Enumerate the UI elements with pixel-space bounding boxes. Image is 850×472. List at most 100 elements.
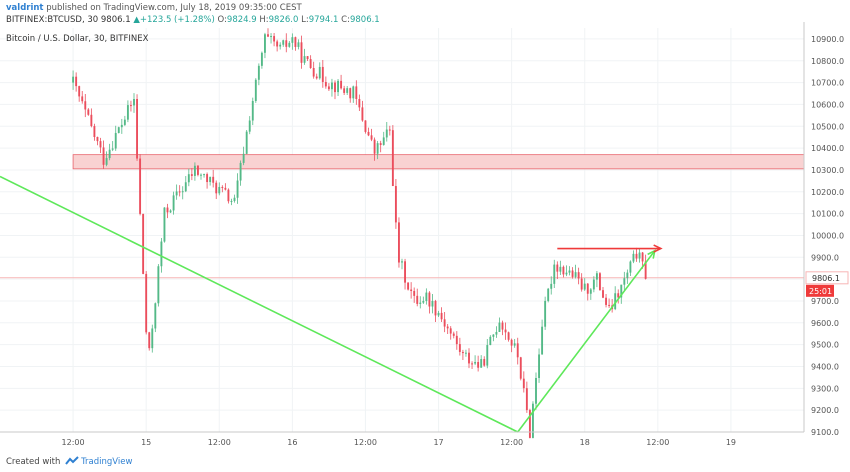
candle-body bbox=[574, 272, 577, 277]
chart-title: Bitcoin / U.S. Dollar, 30, BITFINEX bbox=[6, 34, 149, 44]
candle-body bbox=[294, 37, 297, 47]
candle-body bbox=[458, 344, 461, 352]
candle-body bbox=[522, 378, 525, 389]
countdown-badge bbox=[806, 284, 834, 297]
last-price-value: 9806.1 bbox=[100, 15, 131, 25]
publish-info: valdrint published on TradingView.com, J… bbox=[6, 3, 302, 13]
candle-body bbox=[535, 377, 537, 404]
candle-body bbox=[431, 300, 434, 307]
candle-body bbox=[267, 34, 269, 37]
last-price-badge bbox=[805, 271, 849, 285]
candle-body bbox=[632, 253, 635, 262]
candle-body bbox=[644, 261, 647, 279]
candle-body bbox=[516, 343, 519, 358]
candle-body bbox=[300, 42, 303, 63]
drawings bbox=[0, 175, 663, 433]
y-tick-label: 10100.0 bbox=[811, 210, 844, 219]
candle-body bbox=[282, 40, 285, 45]
candle-body bbox=[541, 326, 544, 355]
candle-body bbox=[84, 101, 87, 110]
candle-body bbox=[178, 191, 181, 193]
candle-body bbox=[312, 67, 315, 77]
candle-body bbox=[425, 292, 428, 301]
open-value: 9824.9 bbox=[226, 15, 257, 25]
candle-body bbox=[398, 222, 400, 263]
candle-body bbox=[81, 96, 84, 102]
published-text: published on TradingView.com, July 18, 2… bbox=[46, 3, 302, 13]
candle-body bbox=[120, 124, 123, 128]
candle-body bbox=[148, 332, 151, 349]
candle-body bbox=[471, 363, 473, 365]
candle-body bbox=[139, 158, 142, 214]
grid bbox=[0, 28, 804, 433]
candle-body bbox=[565, 272, 568, 275]
candle-body bbox=[136, 98, 138, 159]
candle-body bbox=[212, 176, 215, 183]
candle-body bbox=[583, 283, 586, 290]
candle-body bbox=[273, 36, 276, 42]
y-tick-label: 10700.0 bbox=[811, 79, 844, 88]
x-tick-label: 19 bbox=[726, 438, 736, 447]
y-tick-label: 9900.0 bbox=[811, 253, 839, 262]
candle-body bbox=[525, 388, 528, 411]
y-tick-label: 9200.0 bbox=[811, 406, 839, 415]
x-tick-label: 12:00 bbox=[646, 438, 669, 447]
candle-body bbox=[200, 174, 202, 176]
axes: 9100.0 9200.0 9300.0 9400.0 9500.0 9600.0 9700… bbox=[0, 22, 849, 447]
candle-body bbox=[334, 82, 336, 93]
candle-body bbox=[355, 86, 358, 100]
y-tick-label: 10000.0 bbox=[811, 231, 844, 240]
candle-body bbox=[166, 207, 169, 213]
candle-body bbox=[245, 131, 248, 154]
candle-body bbox=[230, 200, 233, 202]
candle-body bbox=[507, 332, 510, 340]
footer: Created with TradingView bbox=[6, 456, 132, 467]
candle-body bbox=[483, 359, 486, 366]
candle-body bbox=[160, 241, 163, 267]
candle-body bbox=[528, 410, 531, 438]
candle-body bbox=[331, 82, 333, 90]
candle-body bbox=[254, 79, 257, 101]
candle-body bbox=[337, 80, 339, 93]
candle-body bbox=[75, 76, 78, 87]
candle-body bbox=[468, 352, 470, 364]
y-tick-label: 9400.0 bbox=[811, 362, 839, 371]
open-label: O: bbox=[217, 15, 227, 25]
candle-body bbox=[602, 290, 604, 298]
candle-body bbox=[391, 130, 394, 187]
candle-body bbox=[379, 143, 382, 145]
candle-body bbox=[279, 44, 282, 47]
candle-body bbox=[394, 186, 397, 223]
candle-body bbox=[193, 165, 196, 176]
candle-body bbox=[538, 354, 540, 378]
candle-body bbox=[443, 319, 446, 327]
author-link[interactable]: valdrint bbox=[6, 3, 44, 13]
tradingview-link[interactable]: TradingView bbox=[81, 457, 133, 467]
high-label: H: bbox=[259, 15, 269, 25]
close-value: 9806.1 bbox=[349, 15, 380, 25]
x-tick-label: 17 bbox=[433, 438, 443, 447]
candle-body bbox=[626, 272, 629, 279]
candle-body bbox=[385, 129, 388, 138]
candle-body bbox=[620, 284, 623, 298]
candle-body bbox=[93, 126, 96, 137]
candle-body bbox=[510, 339, 513, 346]
candle-body bbox=[532, 403, 534, 438]
candle-body bbox=[410, 289, 413, 291]
candle-body bbox=[111, 148, 114, 150]
x-tick-label: 12:00 bbox=[500, 438, 523, 447]
candle-body bbox=[562, 266, 565, 275]
candle-body bbox=[276, 41, 279, 47]
candle-body bbox=[172, 195, 175, 211]
candle-body bbox=[635, 253, 638, 259]
candle-body bbox=[589, 289, 592, 294]
candle-body bbox=[614, 293, 617, 310]
x-tick-label: 12:00 bbox=[62, 438, 85, 447]
y-tick-label: 10200.0 bbox=[811, 188, 844, 197]
candle-body bbox=[349, 88, 352, 99]
candle-body bbox=[452, 333, 455, 336]
candle-body bbox=[315, 76, 318, 79]
candle-body bbox=[556, 264, 559, 272]
countdown-label: 25:01 bbox=[809, 287, 832, 296]
